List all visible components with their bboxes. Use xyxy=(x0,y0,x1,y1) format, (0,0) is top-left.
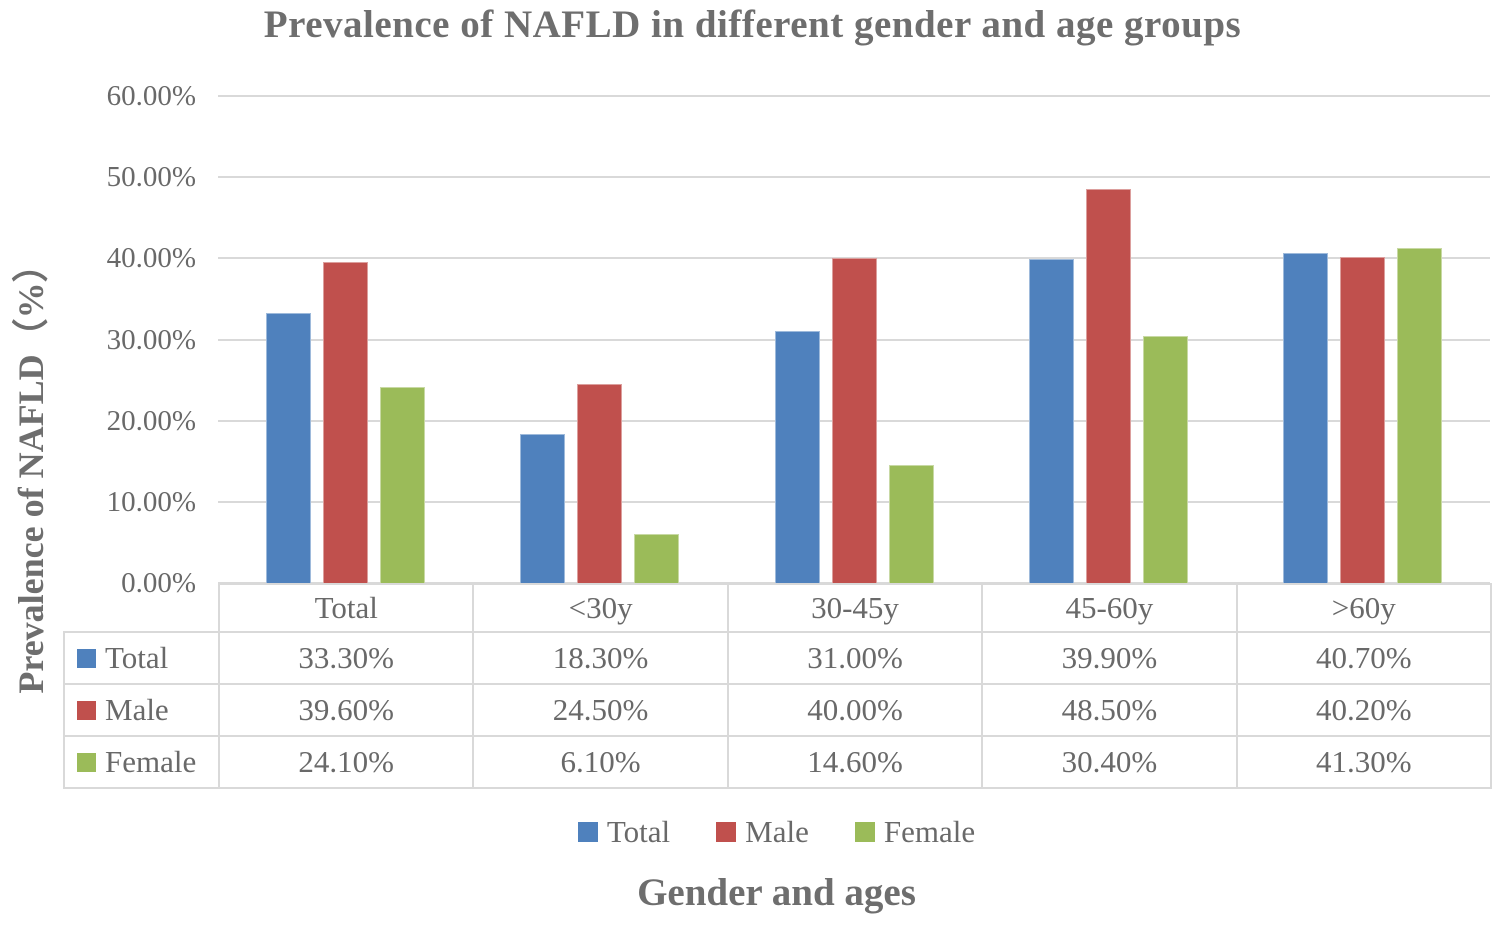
value-cell: 39.60% xyxy=(217,683,475,737)
value-cell: 24.50% xyxy=(472,683,729,737)
table-row-female: Female 24.10% 6.10% 14.60% 30.40% 41.30% xyxy=(63,735,1492,789)
bar-total-3045y xyxy=(774,331,820,583)
bar-female-60y xyxy=(1397,247,1443,583)
bar-female-3045y xyxy=(888,464,934,583)
value-cell: 18.30% xyxy=(472,631,729,685)
gridline xyxy=(218,95,1490,97)
table-row-male: Male 39.60% 24.50% 40.00% 48.50% 40.20% xyxy=(63,683,1492,737)
bar-total-60y xyxy=(1283,252,1329,583)
legend-item-male: Male xyxy=(716,814,809,850)
bar-male-30y xyxy=(577,384,623,583)
y-tick-label: 60.00% xyxy=(106,80,196,112)
bar-total-4560y xyxy=(1028,259,1074,583)
bar-female-4560y xyxy=(1142,336,1188,583)
legend-key-square-icon xyxy=(77,648,96,668)
bar-male-4560y xyxy=(1085,189,1131,583)
category-header: 30-45y xyxy=(726,583,984,633)
legend-label: Total xyxy=(606,814,671,849)
value-cell: 14.60% xyxy=(726,735,984,789)
gridline xyxy=(218,582,1490,584)
series-key-cell: Total xyxy=(63,631,220,685)
data-table-container: Total <30y 30-45y 45-60y >60y Total 33.30% 18.3… xyxy=(63,583,1492,789)
value-cell: 6.10% xyxy=(472,735,729,789)
bar-total-30y xyxy=(520,434,566,583)
series-name: Total xyxy=(105,640,169,675)
legend-square-icon xyxy=(577,822,598,842)
bar-male-3045y xyxy=(831,258,877,583)
legend: Total Male Female xyxy=(63,812,1490,852)
y-tick-label: 0.00% xyxy=(121,567,196,599)
value-cell: 24.10% xyxy=(217,735,475,789)
category-header: Total xyxy=(217,583,475,633)
value-cell: 40.00% xyxy=(726,683,984,737)
legend-square-icon xyxy=(854,822,875,842)
y-tick-label: 20.00% xyxy=(106,404,196,437)
series-name: Male xyxy=(105,692,169,727)
legend-label: Female xyxy=(883,814,976,849)
legend-label: Male xyxy=(745,814,809,849)
gridline xyxy=(218,257,1490,260)
table-row-total: Total 33.30% 18.30% 31.00% 39.90% 40.70% xyxy=(63,631,1492,685)
bar-male-Total xyxy=(322,261,368,583)
value-cell: 30.40% xyxy=(981,735,1238,789)
gridline xyxy=(218,176,1490,179)
legend-item-total: Total xyxy=(577,814,671,850)
category-header-row: Total <30y 30-45y 45-60y >60y xyxy=(64,583,1492,633)
plot-area xyxy=(218,95,1490,584)
legend-key-square-icon xyxy=(77,752,96,772)
bar-male-60y xyxy=(1340,256,1386,583)
y-tick-label: 50.00% xyxy=(106,161,196,194)
value-cell: 41.30% xyxy=(1235,735,1492,789)
bar-female-30y xyxy=(634,533,680,583)
y-tick-label: 10.00% xyxy=(106,485,196,518)
series-key-cell: Male xyxy=(63,683,220,737)
series-key-cell: Female xyxy=(63,735,220,789)
y-tick-label: 40.00% xyxy=(106,242,196,275)
data-table: Total <30y 30-45y 45-60y >60y Total 33.30% 18.3… xyxy=(63,583,1492,789)
category-header: <30y xyxy=(472,583,729,633)
value-cell: 33.30% xyxy=(217,631,475,685)
legend-item-female: Female xyxy=(854,814,976,850)
legend-key-square-icon xyxy=(77,700,96,720)
table-corner-blank xyxy=(64,584,219,632)
category-header: >60y xyxy=(1235,583,1492,633)
value-cell: 31.00% xyxy=(726,631,984,685)
x-axis-title: Gender and ages xyxy=(637,871,916,914)
value-cell: 40.20% xyxy=(1235,683,1492,737)
category-header: 45-60y xyxy=(981,583,1238,633)
y-axis-tick-labels: 60.00% 50.00% 40.00% 30.00% 20.00% 10.00% 0.00… xyxy=(0,0,196,620)
chart-title: Prevalence of NAFLD in different gender … xyxy=(263,3,1242,46)
value-cell: 39.90% xyxy=(981,631,1238,685)
value-cell: 40.70% xyxy=(1235,631,1492,685)
y-tick-label: 30.00% xyxy=(106,323,196,356)
series-name: Female xyxy=(105,744,197,779)
bar-female-Total xyxy=(379,387,425,583)
bar-total-Total xyxy=(265,312,311,583)
value-cell: 48.50% xyxy=(981,683,1238,737)
legend-square-icon xyxy=(716,822,737,842)
